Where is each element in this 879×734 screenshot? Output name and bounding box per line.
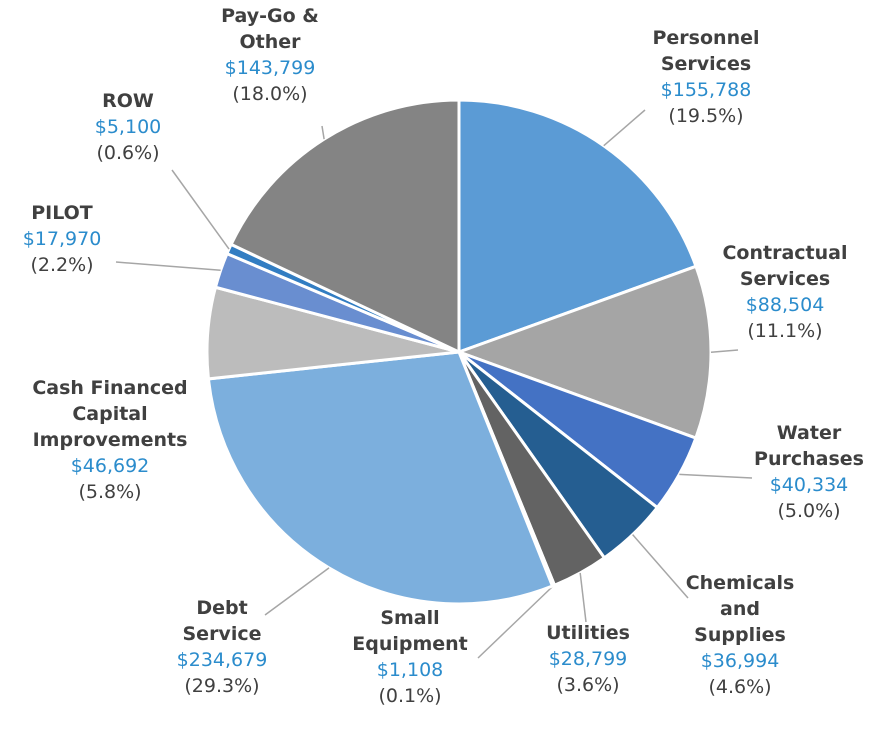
category-label: Personnel Services bbox=[652, 27, 760, 75]
percent-label: (18.0%) bbox=[232, 83, 308, 105]
slice-label: Contractual Services $88,504 (11.1%) bbox=[722, 240, 847, 344]
category-label: Small Equipment bbox=[352, 607, 468, 655]
slice-label: Utilities $28,799 (3.6%) bbox=[546, 620, 630, 698]
percent-label: (2.2%) bbox=[30, 254, 94, 276]
value-label: $17,970 bbox=[22, 228, 102, 250]
leader-line bbox=[632, 534, 689, 599]
leader-line bbox=[171, 169, 230, 250]
leader-line bbox=[264, 567, 330, 616]
value-label: $88,504 bbox=[745, 294, 825, 316]
leader-line bbox=[321, 125, 325, 140]
value-label: $28,799 bbox=[548, 648, 628, 670]
percent-label: (3.6%) bbox=[556, 674, 620, 696]
slice-label: Pay-Go & Other $143,799 (18.0%) bbox=[221, 3, 319, 107]
leader-line bbox=[603, 109, 646, 147]
percent-label: (29.3%) bbox=[184, 675, 260, 697]
slice-label: Chemicals and Supplies $36,994 (4.6%) bbox=[686, 570, 795, 700]
value-label: $155,788 bbox=[660, 79, 752, 101]
percent-label: (11.1%) bbox=[747, 320, 823, 342]
pie-slice bbox=[229, 98, 461, 355]
leader-line bbox=[579, 572, 587, 623]
value-label: $234,679 bbox=[176, 649, 268, 671]
slice-label: PILOT $17,970 (2.2%) bbox=[23, 200, 102, 278]
category-label: Chemicals and Supplies bbox=[685, 572, 795, 646]
value-label: $143,799 bbox=[224, 57, 316, 79]
leader-line bbox=[115, 261, 221, 271]
category-label: Water Purchases bbox=[754, 422, 864, 470]
category-label: ROW bbox=[102, 90, 154, 112]
percent-label: (4.6%) bbox=[708, 676, 772, 698]
slice-label: ROW $5,100 (0.6%) bbox=[95, 88, 161, 166]
percent-label: (0.1%) bbox=[378, 685, 442, 707]
value-label: $36,994 bbox=[700, 650, 780, 672]
slice-label: Debt Service $234,679 (29.3%) bbox=[177, 595, 268, 699]
category-label: Contractual Services bbox=[722, 242, 848, 290]
leader-line bbox=[679, 473, 753, 479]
value-label: $46,692 bbox=[70, 455, 150, 477]
category-label: Cash Financed Capital Improvements bbox=[32, 377, 188, 451]
slice-label: Water Purchases $40,334 (5.0%) bbox=[754, 420, 864, 524]
value-label: $5,100 bbox=[94, 116, 162, 138]
slice-label: Personnel Services $155,788 (19.5%) bbox=[653, 25, 760, 129]
category-label: Debt Service bbox=[182, 597, 262, 645]
leader-line bbox=[477, 585, 554, 659]
leader-line bbox=[710, 349, 739, 353]
slice-label: Small Equipment $1,108 (0.1%) bbox=[352, 605, 468, 709]
value-label: $40,334 bbox=[769, 474, 849, 496]
percent-label: (5.0%) bbox=[777, 500, 841, 522]
pie-slice bbox=[457, 98, 698, 355]
category-label: Pay-Go & Other bbox=[221, 5, 319, 53]
category-label: PILOT bbox=[31, 202, 93, 224]
category-label: Utilities bbox=[546, 622, 630, 644]
slice-label: Cash Financed Capital Improvements $46,69… bbox=[32, 375, 187, 505]
value-label: $1,108 bbox=[376, 659, 444, 681]
percent-label: (5.8%) bbox=[78, 481, 142, 503]
pie-slice bbox=[454, 264, 713, 440]
percent-label: (19.5%) bbox=[668, 105, 744, 127]
percent-label: (0.6%) bbox=[96, 142, 160, 164]
